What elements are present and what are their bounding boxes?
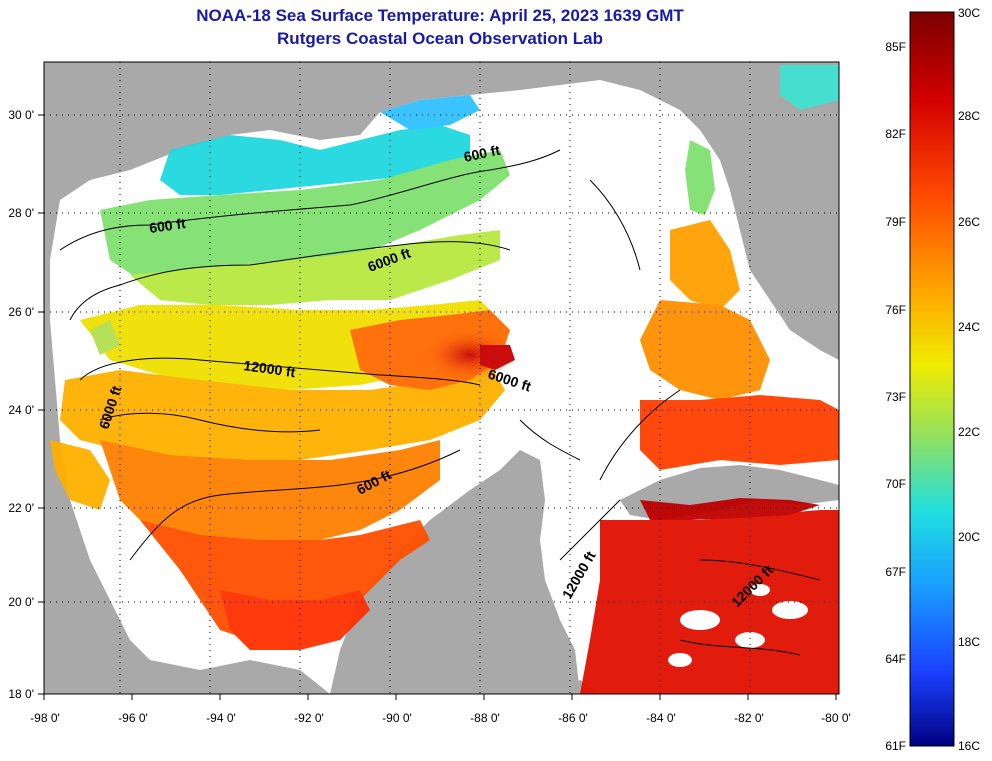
lon-label: -86 0': [558, 711, 588, 725]
colorbar-c-label: 28C: [958, 109, 980, 123]
lat-label: 30 0': [8, 108, 34, 122]
colorbar-f-label: 73F: [885, 390, 906, 404]
colorbar-f-label: 70F: [885, 477, 906, 491]
colorbar-f-label: 85F: [885, 40, 906, 54]
colorbar-f-label: 61F: [885, 739, 906, 753]
lon-label: -90 0': [382, 711, 412, 725]
lon-label: -82 0': [734, 711, 764, 725]
yucatan-land: [330, 450, 580, 694]
lon-label: -80 0': [821, 711, 851, 725]
colorbar: [909, 11, 955, 747]
lat-label: 24 0': [8, 403, 34, 417]
colorbar-c-label: 18C: [958, 635, 980, 649]
colorbar-c-label: 16C: [958, 739, 980, 753]
sst-field: [50, 65, 839, 694]
colorbar-c-label: 22C: [958, 425, 980, 439]
lat-label: 18 0': [8, 687, 34, 701]
tick-marks: [38, 114, 837, 700]
contour-label: 12000 ft: [243, 357, 297, 380]
lon-label: -94 0': [206, 711, 236, 725]
graticule: [44, 62, 839, 694]
lon-label: -92 0': [294, 711, 324, 725]
lon-label: -84 0': [646, 711, 676, 725]
colorbar-c-label: 30C: [958, 6, 980, 20]
colorbar-f-label: 79F: [885, 215, 906, 229]
colorbar-c-label: 20C: [958, 530, 980, 544]
lat-label: 20 0': [8, 595, 34, 609]
map-subtitle: Rutgers Coastal Ocean Observation Lab: [277, 29, 603, 48]
colorbar-c-label: 24C: [958, 320, 980, 334]
colorbar-f-label: 76F: [885, 303, 906, 317]
lon-label: -96 0': [118, 711, 148, 725]
colorbar-f-label: 64F: [885, 652, 906, 666]
contour-label: 600 ft: [148, 215, 187, 236]
map-frame: [43, 61, 840, 695]
colorbar-f-label: 82F: [885, 127, 906, 141]
colorbar-f-label: 67F: [885, 565, 906, 579]
lat-label: 26 0': [8, 305, 34, 319]
contour-label: 600 ft: [462, 142, 501, 165]
lat-label: 28 0': [8, 206, 34, 220]
lat-label: 22 0': [8, 501, 34, 515]
lon-label: -88 0': [470, 711, 500, 725]
map-title: NOAA-18 Sea Surface Temperature: April 2…: [196, 6, 684, 25]
colorbar-c-label: 26C: [958, 215, 980, 229]
lon-label: -98 0': [30, 711, 60, 725]
bathymetry-contours: [59, 149, 821, 656]
map-area: [44, 62, 839, 694]
